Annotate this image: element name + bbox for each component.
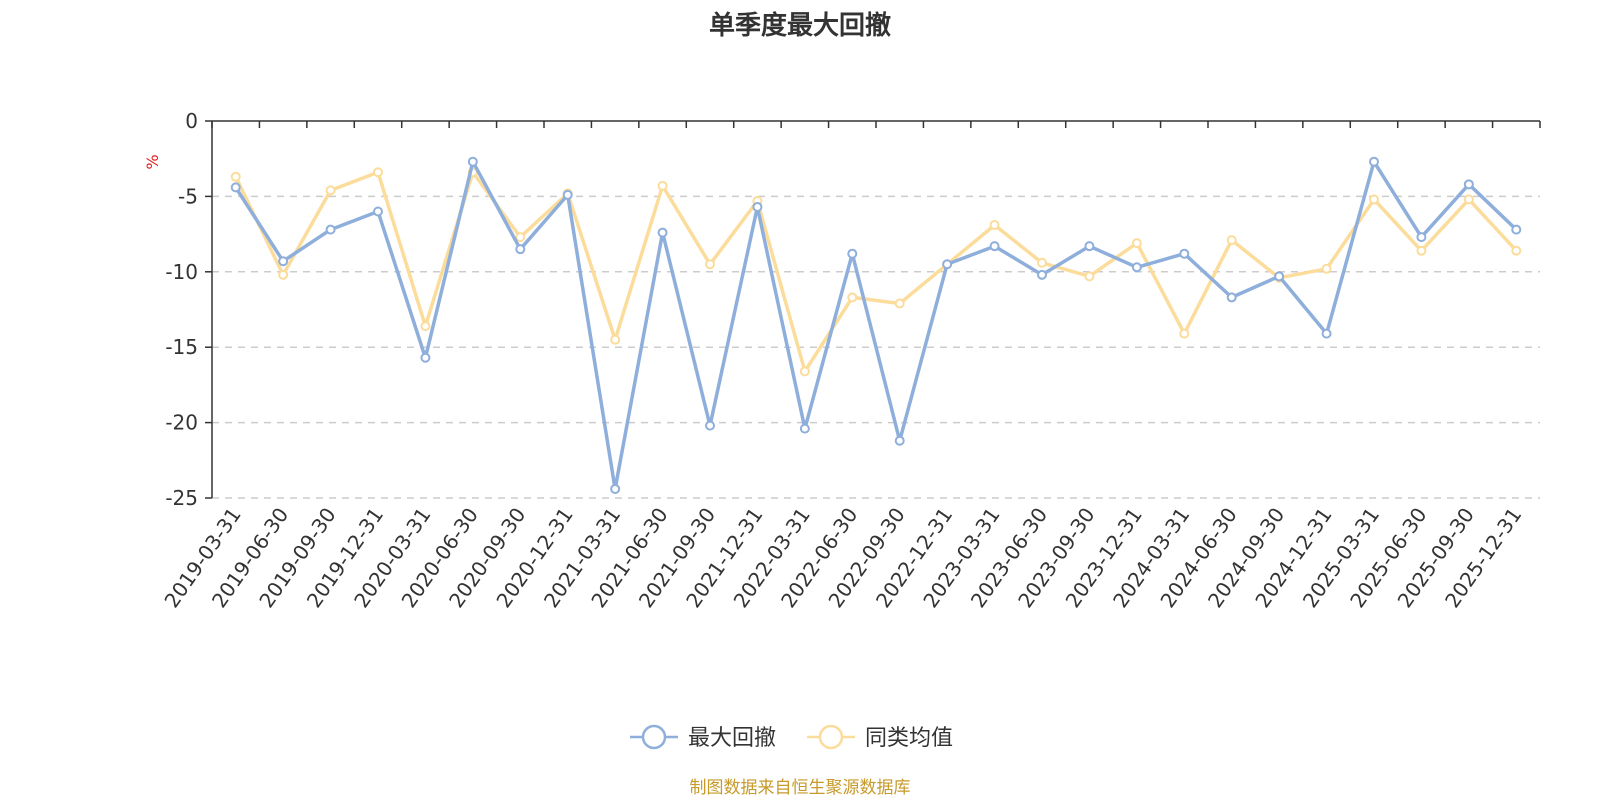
data-point[interactable] [230, 171, 241, 182]
y-tick-label: -15 [165, 335, 198, 359]
data-point[interactable] [278, 256, 289, 267]
data-point[interactable] [894, 435, 905, 446]
y-axis-unit: % [143, 154, 162, 169]
series-layer [230, 156, 1522, 494]
data-point[interactable] [1321, 328, 1332, 339]
source-note: 制图数据来自恒生聚源数据库 [690, 778, 911, 798]
y-tick-label: -25 [165, 486, 198, 510]
data-point[interactable] [467, 156, 478, 167]
data-point[interactable] [1369, 156, 1379, 167]
data-point[interactable] [325, 185, 336, 196]
data-point[interactable] [705, 420, 715, 431]
data-point[interactable] [373, 206, 383, 217]
data-point[interactable] [1274, 271, 1285, 282]
data-point[interactable] [1416, 232, 1427, 243]
legend-item-1[interactable]: 同类均值 [807, 724, 953, 751]
data-point[interactable] [894, 298, 905, 309]
data-point[interactable] [799, 366, 810, 377]
legend-label: 同类均值 [865, 726, 953, 751]
data-point[interactable] [325, 224, 336, 235]
data-point[interactable] [610, 483, 621, 494]
data-point[interactable] [515, 232, 526, 243]
data-point[interactable] [1226, 235, 1237, 246]
data-point[interactable] [1131, 262, 1142, 273]
data-point[interactable] [989, 241, 1000, 252]
data-point[interactable] [1179, 248, 1190, 259]
data-point[interactable] [752, 201, 763, 212]
series-line [234, 170, 1518, 374]
data-point[interactable] [1037, 269, 1047, 280]
data-point[interactable] [610, 334, 621, 345]
legend: 最大回撤 同类均值 [630, 724, 953, 751]
data-point[interactable] [657, 227, 668, 238]
series-line [234, 159, 1518, 491]
data-point[interactable] [847, 292, 858, 303]
data-point[interactable] [1511, 224, 1522, 235]
data-point[interactable] [942, 259, 953, 270]
data-point[interactable] [278, 269, 289, 280]
data-point[interactable] [1463, 194, 1474, 205]
data-point[interactable] [1463, 179, 1474, 190]
data-point[interactable] [657, 180, 668, 191]
data-point[interactable] [562, 189, 573, 200]
y-tick-label: -20 [165, 411, 198, 435]
data-point[interactable] [373, 167, 383, 178]
data-point[interactable] [1084, 271, 1095, 282]
data-point[interactable] [1416, 245, 1427, 256]
data-point[interactable] [420, 321, 431, 332]
data-point[interactable] [847, 248, 858, 259]
data-point[interactable] [1037, 257, 1047, 268]
legend-item-0[interactable]: 最大回撤 [630, 724, 776, 751]
data-point[interactable] [705, 259, 715, 270]
y-tick-label: -5 [178, 184, 198, 208]
data-point[interactable] [1369, 194, 1379, 205]
x-axis-ticks: 2019-03-312019-06-302019-09-302019-12-31… [159, 121, 1541, 612]
legend-marker-icon [641, 724, 667, 750]
y-tick-label: 0 [185, 109, 198, 133]
data-point[interactable] [799, 423, 810, 434]
data-point[interactable] [1084, 241, 1095, 252]
legend-label: 最大回撤 [688, 726, 776, 751]
y-tick-label: -10 [165, 260, 198, 284]
data-point[interactable] [1131, 238, 1142, 249]
data-point[interactable] [420, 352, 431, 363]
legend-marker-icon [818, 724, 844, 750]
data-point[interactable] [1226, 292, 1237, 303]
data-point[interactable] [515, 244, 526, 255]
data-point[interactable] [1179, 328, 1190, 339]
data-point[interactable] [989, 220, 1000, 231]
series-0 [230, 156, 1522, 494]
y-axis-ticks: 0 -5 -10 -15 -20 -25 [165, 109, 212, 510]
data-point[interactable] [1511, 245, 1522, 256]
data-point[interactable] [230, 182, 241, 193]
data-point[interactable] [1321, 263, 1332, 274]
chart-title: 单季度最大回撤 [709, 10, 891, 41]
